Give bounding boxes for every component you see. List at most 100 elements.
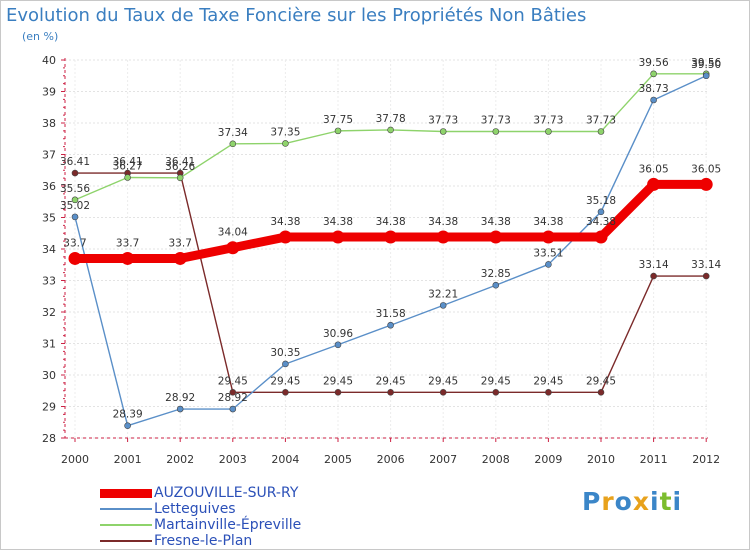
logo-letter: r (601, 487, 615, 516)
y-axis-unit-label: (en %) (22, 30, 59, 43)
x-tick-label: 2003 (219, 453, 247, 466)
data-point-fresne-le-plan (597, 389, 605, 396)
y-tick-label: 35 (42, 212, 56, 225)
x-tick-label: 2000 (61, 453, 89, 466)
data-point-martainville-epreville (387, 126, 394, 134)
data-label-martainville-epreville: 37.73 (533, 115, 563, 127)
x-tick-label: 2011 (640, 453, 668, 466)
y-tick-label: 37 (42, 149, 56, 162)
data-point-letteguives (124, 422, 131, 430)
data-label-martainville-epreville: 36.27 (113, 160, 143, 172)
data-point-martainville-epreville (334, 127, 342, 135)
data-point-letteguives (387, 321, 394, 329)
chart-title: Evolution du Taux de Taxe Foncière sur l… (6, 5, 587, 26)
proxiti-logo: Proxiti (582, 487, 682, 516)
data-point-letteguives (176, 405, 184, 413)
data-point-fresne-le-plan (702, 272, 710, 280)
data-label-fresne-le-plan: 29.45 (533, 375, 563, 387)
data-point-fresne-le-plan (334, 389, 342, 396)
data-label-letteguives: 32.85 (481, 268, 511, 280)
data-point-letteguives (71, 213, 79, 221)
data-point-auzouville-sur-ry (331, 230, 345, 244)
data-point-auzouville-sur-ry (68, 251, 82, 265)
data-label-letteguives: 28.92 (218, 392, 248, 404)
data-label-fresne-le-plan: 36.41 (165, 156, 195, 168)
data-label-letteguives: 28.92 (165, 392, 195, 404)
data-label-letteguives: 35.02 (60, 200, 90, 212)
data-label-letteguives: 28.39 (113, 409, 143, 421)
data-label-auzouville-sur-ry: 36.05 (691, 163, 721, 175)
y-tick-label: 38 (42, 117, 56, 130)
data-label-fresne-le-plan: 29.45 (586, 375, 616, 387)
data-label-auzouville-sur-ry: 34.38 (428, 216, 458, 228)
legend-label: Martainville-Épreville (154, 517, 302, 533)
data-label-letteguives: 31.58 (376, 308, 406, 320)
data-label-martainville-epreville: 39.56 (639, 57, 669, 69)
data-label-auzouville-sur-ry: 34.38 (376, 216, 406, 228)
logo-letter: x (632, 487, 650, 516)
data-point-auzouville-sur-ry (384, 230, 398, 244)
data-point-martainville-epreville (176, 174, 184, 182)
data-point-fresne-le-plan (545, 389, 552, 396)
data-label-martainville-epreville: 37.75 (323, 114, 353, 126)
data-label-fresne-le-plan: 29.45 (376, 375, 406, 387)
data-point-martainville-epreville (124, 174, 131, 181)
data-label-letteguives: 30.35 (270, 347, 300, 359)
logo-letter: i (650, 487, 660, 516)
y-tick-label: 33 (42, 275, 56, 288)
legend-swatch (100, 524, 152, 526)
data-point-martainville-epreville (650, 70, 657, 78)
x-tick-label: 2010 (587, 453, 615, 466)
data-label-martainville-epreville: 37.78 (376, 113, 406, 125)
data-point-fresne-le-plan (229, 389, 237, 396)
x-tick-label: 2007 (429, 453, 457, 466)
data-label-fresne-le-plan: 29.45 (270, 375, 300, 387)
y-tick-label: 32 (42, 306, 56, 319)
data-label-fresne-le-plan: 29.45 (428, 375, 458, 387)
data-label-fresne-le-plan: 36.41 (113, 156, 143, 168)
data-label-fresne-le-plan: 29.45 (481, 375, 511, 387)
x-tick-label: 2005 (324, 453, 352, 466)
y-tick-label: 36 (42, 180, 56, 193)
logo-letter: P (582, 487, 602, 516)
data-label-letteguives: 32.21 (428, 288, 458, 300)
legend-label: AUZOUVILLE-SUR-RY (154, 485, 299, 501)
data-point-martainville-epreville (282, 140, 289, 147)
data-point-letteguives (439, 302, 447, 309)
x-tick-label: 2008 (482, 453, 510, 466)
x-tick-label: 2004 (271, 453, 299, 466)
data-label-martainville-epreville: 37.73 (481, 115, 511, 127)
data-point-auzouville-sur-ry (226, 241, 240, 255)
data-label-letteguives: 35.18 (586, 195, 616, 207)
data-point-fresne-le-plan (387, 389, 394, 396)
data-point-auzouville-sur-ry (594, 230, 608, 244)
data-label-auzouville-sur-ry: 33.7 (63, 237, 86, 249)
x-tick-label: 2006 (377, 453, 405, 466)
data-label-auzouville-sur-ry: 34.38 (481, 216, 511, 228)
data-label-martainville-epreville: 37.34 (218, 127, 248, 139)
x-tick-label: 2012 (692, 453, 720, 466)
data-point-auzouville-sur-ry (699, 177, 713, 191)
data-label-fresne-le-plan: 36.41 (60, 156, 90, 168)
data-point-letteguives (229, 405, 237, 413)
logo-letter: t (659, 487, 673, 516)
data-point-auzouville-sur-ry (173, 251, 187, 265)
data-point-martainville-epreville (545, 128, 552, 135)
data-label-letteguives: 33.51 (533, 247, 563, 259)
data-point-martainville-epreville (492, 128, 500, 135)
y-tick-label: 28 (42, 432, 56, 445)
data-point-letteguives (334, 341, 342, 349)
data-point-fresne-le-plan (439, 389, 447, 396)
data-point-auzouville-sur-ry (541, 230, 555, 244)
data-point-letteguives (492, 281, 500, 289)
data-point-letteguives (282, 360, 289, 368)
data-label-auzouville-sur-ry: 34.38 (323, 216, 353, 228)
data-label-fresne-le-plan: 33.14 (639, 259, 669, 271)
data-point-auzouville-sur-ry (647, 177, 661, 191)
data-point-martainville-epreville (439, 128, 447, 135)
legend-swatch (100, 489, 152, 498)
x-tick-label: 2001 (114, 453, 142, 466)
data-label-martainville-epreville: 37.73 (586, 115, 616, 127)
data-label-auzouville-sur-ry: 33.7 (169, 237, 192, 249)
